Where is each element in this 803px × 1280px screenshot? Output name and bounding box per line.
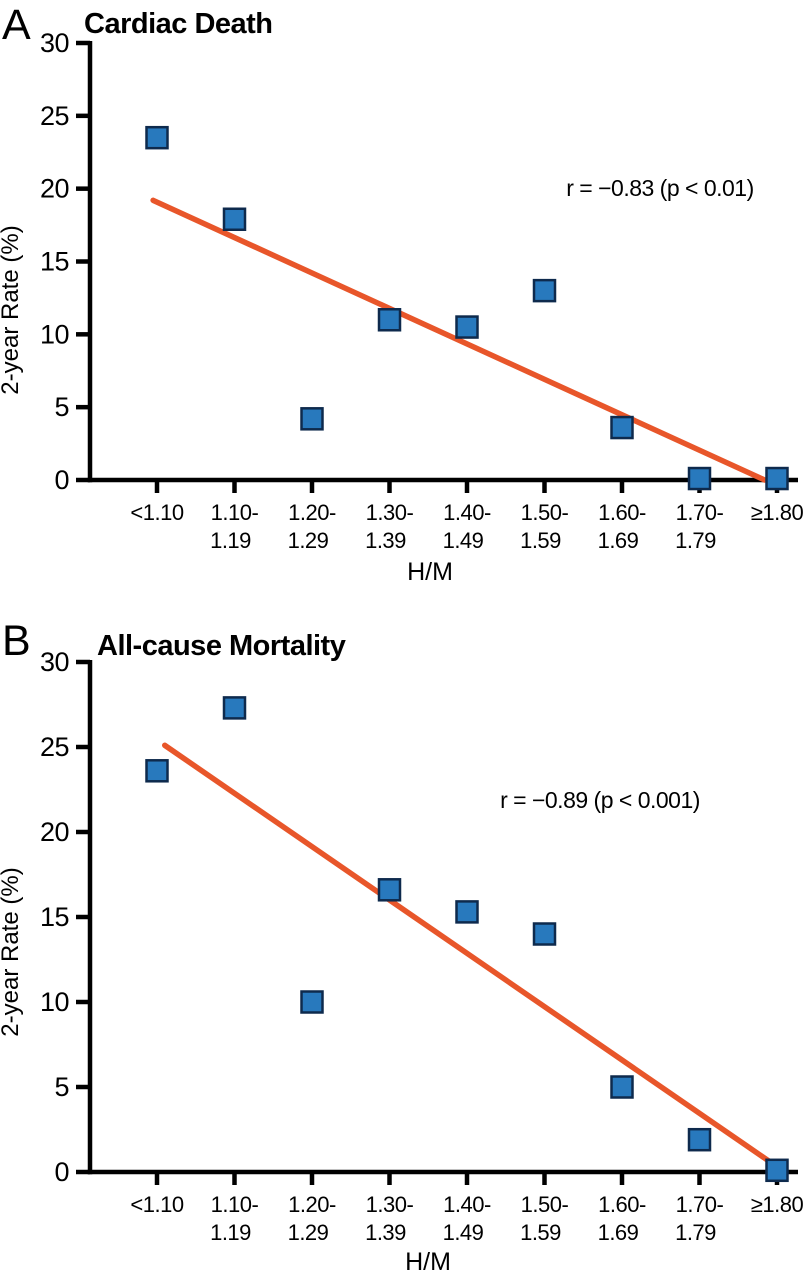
data-point-marker [765,1158,789,1183]
x-tick-label: <1.10 [130,1192,183,1217]
x-axis-title: H/M [405,1248,451,1276]
y-tick-label: 25 [40,101,69,131]
panel-b-title: All-cause Mortality [97,630,346,662]
y-tick-label: 10 [40,987,69,1017]
correlation-annotation: r = −0.83 (p < 0.01) [566,175,754,201]
x-tick-label: 1.50- [521,500,569,525]
x-tick-label: 1.39 [365,528,406,553]
y-tick-label: 20 [40,817,69,847]
x-tick-label: 1.59 [520,528,561,553]
x-tick-label: 1.20- [288,1192,336,1217]
data-point-marker [300,990,324,1014]
x-tick-label: 1.19 [210,1220,251,1245]
panel-b: B All-cause Mortality 0 5 10 15 20 25 30 <1.10 1… [0,610,803,1280]
y-axis-title: 2-year Rate (%) [0,225,24,394]
panel-a-letter: A [2,1,31,49]
x-tick-label: 1.29 [288,1220,329,1245]
y-tick-label: 10 [40,319,69,349]
x-tick-label: 1.19 [210,528,251,553]
panel-a: A Cardiac Death 0 5 10 15 20 25 30 <1.10 1.10- 1.… [0,0,803,610]
x-tick-label: 1.79 [675,1220,716,1245]
x-tick-label: 1.10- [211,500,259,525]
x-tick-label: 1.20- [288,500,336,525]
x-tick-label: ≥1.80 [751,1192,803,1217]
x-tick-label: ≥1.80 [751,500,803,525]
trendline [162,742,788,1175]
y-tick-label: 30 [40,28,69,58]
y-tick-label: 20 [40,174,69,204]
panel-b-chart: 0 5 10 15 20 25 30 <1.10 1.10- 1.19 1.20- 1.29 1.30-… [0,647,803,1276]
x-tick-label: 1.39 [365,1220,406,1245]
x-tick-label: 1.29 [288,528,329,553]
data-point-marker [532,278,557,303]
y-tick-label: 25 [40,732,69,762]
y-tick-label: 15 [40,902,69,932]
x-tick-label: 1.30- [366,1192,414,1217]
y-tick-label: 5 [54,392,69,422]
x-tick-label: 1.70- [676,500,724,525]
y-tick-label: 30 [40,647,69,677]
data-point-marker [687,1127,712,1152]
data-point-marker [222,696,247,720]
data-point-marker [455,315,479,339]
x-tick-label: 1.40- [443,500,491,525]
x-tick-label: <1.10 [130,500,183,525]
data-point-marker [610,415,634,440]
x-tick-label: 1.69 [598,1220,639,1245]
data-point-marker [145,759,169,783]
panel-b-letter: B [2,617,31,665]
x-tick-label: 1.59 [520,1220,561,1245]
data-point-marker [222,207,247,232]
data-point-marker [377,308,402,332]
y-tick-label: 0 [54,465,69,495]
data-point-marker [532,922,557,946]
x-tick-label: 1.60- [598,500,646,525]
x-tick-label: 1.70- [676,1192,724,1217]
x-tick-label: 1.60- [598,1192,646,1217]
data-point-marker [455,900,479,924]
x-tick-label: 1.30- [366,500,414,525]
x-tick-label: 1.50- [521,1192,569,1217]
panel-a-title: Cardiac Death [84,8,273,40]
data-point-marker [610,1075,634,1099]
y-tick-label: 0 [54,1157,69,1187]
x-tick-label: 1.49 [443,1220,484,1245]
x-tick-label: 1.79 [675,528,716,553]
trendline [150,197,768,483]
x-axis-title: H/M [407,558,453,586]
x-tick-label: 1.49 [443,528,484,553]
x-tick-label: 1.40- [443,1192,491,1217]
data-point-marker [145,125,169,150]
data-point-marker [300,407,324,431]
data-point-marker [687,466,712,491]
data-point-marker [377,878,402,902]
panel-a-chart: 0 5 10 15 20 25 30 <1.10 1.10- 1.19 1.20- 1.29 1.30-… [0,28,803,586]
y-tick-label: 15 [40,247,69,277]
correlation-annotation: r = −0.89 (p < 0.001) [500,787,700,813]
data-point-marker [765,466,789,491]
x-tick-label: 1.69 [598,528,639,553]
y-axis-title: 2-year Rate (%) [0,867,24,1036]
y-tick-label: 5 [54,1072,69,1102]
x-tick-label: 1.10- [211,1192,259,1217]
